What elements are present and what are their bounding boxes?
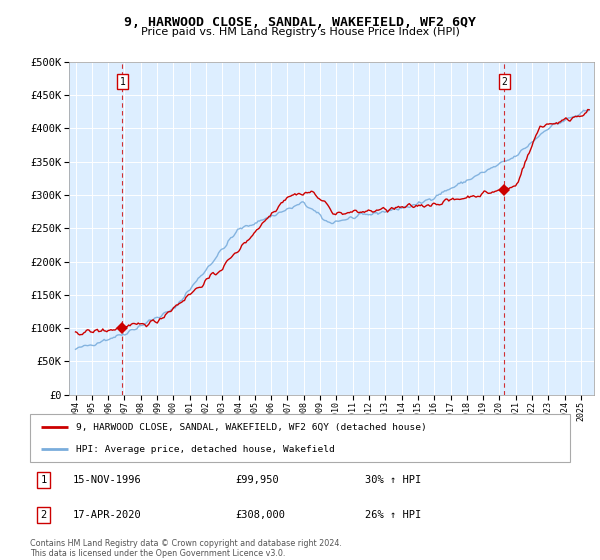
Text: 9, HARWOOD CLOSE, SANDAL, WAKEFIELD, WF2 6QY: 9, HARWOOD CLOSE, SANDAL, WAKEFIELD, WF2… — [124, 16, 476, 29]
Text: 30% ↑ HPI: 30% ↑ HPI — [365, 475, 421, 485]
Text: 2: 2 — [40, 510, 47, 520]
Text: 17-APR-2020: 17-APR-2020 — [73, 510, 142, 520]
FancyBboxPatch shape — [30, 414, 570, 462]
Text: HPI: Average price, detached house, Wakefield: HPI: Average price, detached house, Wake… — [76, 445, 335, 454]
Text: 1: 1 — [119, 77, 125, 87]
Text: Contains HM Land Registry data © Crown copyright and database right 2024.
This d: Contains HM Land Registry data © Crown c… — [30, 539, 342, 558]
Text: 9, HARWOOD CLOSE, SANDAL, WAKEFIELD, WF2 6QY (detached house): 9, HARWOOD CLOSE, SANDAL, WAKEFIELD, WF2… — [76, 423, 427, 432]
Text: 1: 1 — [40, 475, 47, 485]
Text: 2: 2 — [501, 77, 507, 87]
Text: 26% ↑ HPI: 26% ↑ HPI — [365, 510, 421, 520]
Text: £308,000: £308,000 — [235, 510, 285, 520]
Text: £99,950: £99,950 — [235, 475, 279, 485]
Text: Price paid vs. HM Land Registry's House Price Index (HPI): Price paid vs. HM Land Registry's House … — [140, 27, 460, 37]
Text: 15-NOV-1996: 15-NOV-1996 — [73, 475, 142, 485]
